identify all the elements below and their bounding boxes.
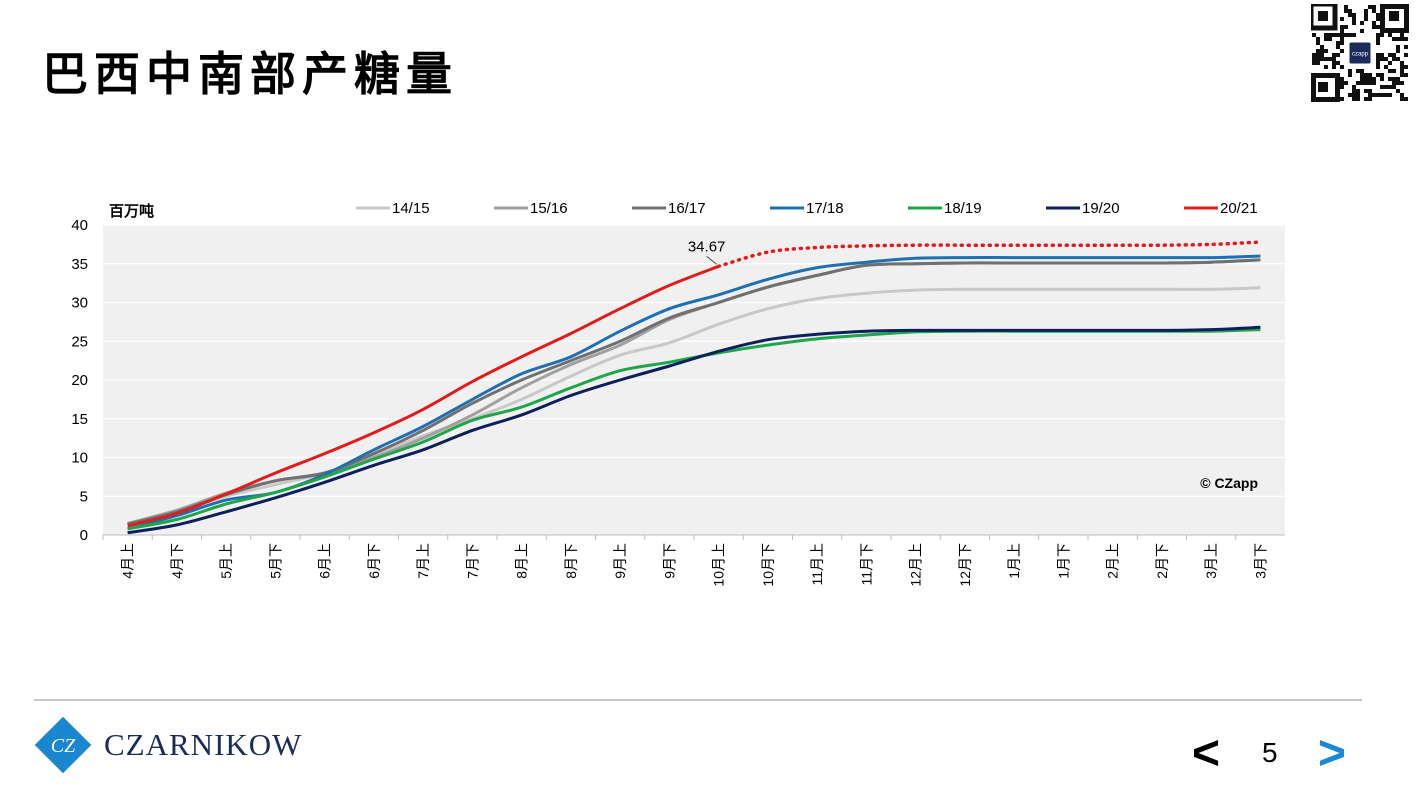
legend-label: 16/17 [668,200,706,217]
page-number: 5 [1262,737,1278,768]
series-line-17-18 [127,254,1261,531]
next-page-button[interactable]: > [1318,726,1347,780]
brand-name: CZARNIKOW [104,727,303,762]
x-tick-label: 9月下 [661,543,677,579]
y-tick-label: 40 [71,217,88,234]
y-tick-label: 30 [71,295,88,312]
x-axis-ticks: 4月上 4月下 5月上 5月下 6月上 6月下 7月上 7月下 8月上 8月下 9月上 9月下 10月上… [102,535,1268,587]
y-tick-label: 15 [71,411,88,428]
footer-divider [34,699,1362,701]
y-axis-ticks: 0 5 10 15 20 25 30 35 40 [71,217,88,544]
y-axis-label: 百万吨 [109,202,154,220]
series-line-16-17 [127,258,1261,526]
series-forecast-20-21 [716,240,1263,269]
annotation-leader [706,255,717,265]
legend-label: 18/19 [944,200,982,217]
x-tick-label: 10月下 [760,543,776,587]
annotation-label: 34.67 [688,238,726,255]
prev-page-button[interactable]: < [1192,726,1221,780]
qr-code-icon: czapp [1311,4,1409,102]
x-tick-label: 6月下 [366,543,382,579]
series-line-20-21 [127,264,720,528]
series-lines [127,240,1263,535]
legend-label: 19/20 [1082,200,1120,217]
cz-diamond-icon: CZ [34,716,92,774]
x-tick-label: 5月下 [267,543,283,579]
x-tick-label: 12月下 [957,543,973,587]
legend-label: 17/18 [806,200,844,217]
legend: 14/15 15/16 16/17 17/18 18/19 19/20 20/21 [356,200,1258,217]
y-tick-label: 25 [71,333,88,350]
czarnikow-logo: CZ CZARNIKOW [30,712,360,778]
svg-text:CZ: CZ [51,735,76,757]
series-line-19-20 [127,325,1261,535]
legend-label: 14/15 [392,200,430,217]
x-tick-label: 11月上 [809,543,825,586]
x-tick-label: 9月上 [612,543,628,579]
x-tick-label: 2月下 [1154,543,1170,579]
y-tick-label: 0 [80,527,88,544]
x-tick-label: 8月上 [514,543,530,579]
y-tick-label: 35 [71,256,88,273]
y-tick-label: 5 [80,488,88,505]
page-title: 巴西中南部产糖量 [42,47,458,101]
watermark: © CZapp [1200,475,1258,491]
x-tick-label: 10月上 [711,543,727,587]
x-tick-label: 1月上 [1006,543,1022,579]
x-tick-label: 5月上 [218,543,234,579]
legend-label: 15/16 [530,200,568,217]
x-tick-label: 4月下 [169,543,185,579]
x-tick-label: 7月上 [415,543,431,579]
y-tick-label: 20 [71,372,88,389]
x-tick-label: 7月下 [464,543,480,579]
x-tick-label: 6月上 [317,543,333,579]
qr-badge-label: czapp [1352,52,1369,58]
x-tick-label: 11月下 [858,543,874,586]
legend-label: 20/21 [1220,200,1258,217]
x-tick-label: 2月上 [1105,543,1121,579]
x-tick-label: 3月下 [1252,543,1268,579]
x-tick-label: 4月上 [120,543,136,579]
x-tick-label: 12月上 [908,543,924,587]
x-tick-label: 3月上 [1203,543,1219,579]
annotation: 34.67 [688,238,726,265]
x-tick-label: 1月下 [1055,543,1071,579]
y-tick-label: 10 [71,450,88,467]
x-tick-label: 8月下 [563,543,579,579]
